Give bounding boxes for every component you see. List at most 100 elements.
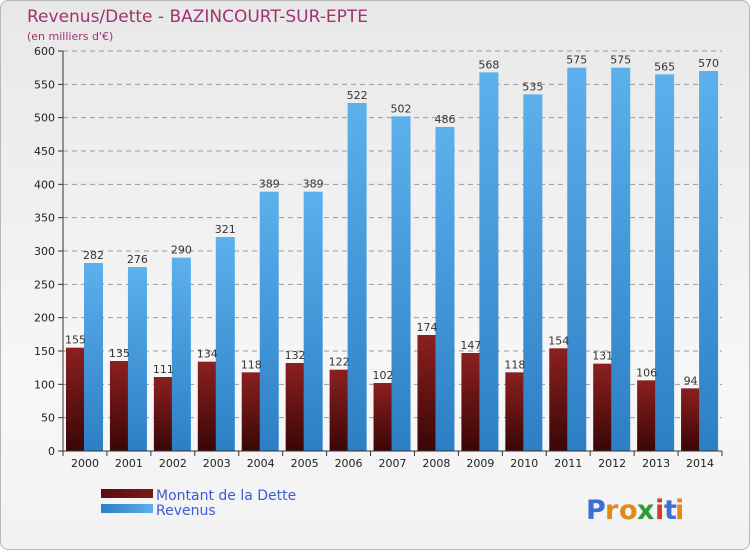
legend-label-debt: Montant de la Dette	[156, 488, 296, 504]
data-labels: 155 282 135 276 111 290 134 321 118 389 132 389 122 5…	[65, 54, 719, 388]
bar-dette-2004	[241, 372, 261, 451]
data-label-revenus: 570	[698, 57, 719, 70]
y-tick-label: 350	[34, 212, 55, 225]
chart-subtitle: (en milliers d'€)	[27, 30, 113, 43]
y-tick-label: 150	[34, 345, 55, 358]
data-label-dette: 102	[373, 369, 394, 382]
logo-letter: o	[619, 495, 638, 526]
data-label-revenus: 389	[259, 178, 280, 191]
y-axis-ticks: 0 50 100 150 200 250 300 350 400 450 500 550 600	[34, 45, 63, 458]
bar-revenus-2005	[303, 191, 323, 451]
bar-dette-2008	[417, 335, 437, 451]
data-label-dette: 118	[241, 358, 262, 371]
x-tick-label: 2000	[71, 457, 99, 470]
logo-letter: i	[655, 495, 664, 526]
data-label-dette: 111	[153, 363, 174, 376]
bar-revenus-2014	[699, 71, 719, 451]
x-tick-label: 2010	[510, 457, 538, 470]
bar-dette-2009	[461, 353, 481, 451]
data-label-dette: 132	[285, 349, 306, 362]
data-label-revenus: 276	[127, 253, 148, 266]
bar-revenus-2009	[479, 72, 499, 451]
x-tick-label: 2002	[159, 457, 187, 470]
bar-dette-2001	[109, 361, 129, 451]
x-tick-label: 2009	[466, 457, 494, 470]
y-tick-label: 550	[34, 78, 55, 91]
x-tick-label: 2001	[115, 457, 143, 470]
bar-revenus-2000	[84, 263, 103, 451]
bar-revenus-2012	[611, 67, 631, 452]
y-tick-label: 300	[34, 245, 55, 258]
x-tick-label: 2013	[642, 457, 670, 470]
x-axis-ticks: 2000 2001 2002 2003 2004 2005 2006 2007 2008 2009…	[62, 451, 723, 470]
bar-dette-2014	[681, 388, 701, 451]
y-tick-label: 50	[41, 412, 55, 425]
bars	[66, 67, 719, 452]
bar-revenus-2003	[215, 237, 235, 451]
y-tick-label: 250	[34, 278, 55, 291]
legend-label-revenus: Revenus	[156, 503, 216, 519]
y-tick-label: 600	[34, 45, 55, 58]
bar-dette-2010	[505, 372, 525, 451]
data-label-revenus: 502	[391, 102, 412, 115]
bar-dette-2011	[549, 348, 569, 451]
bar-dette-2002	[153, 377, 173, 451]
data-label-dette: 122	[329, 356, 350, 369]
bar-revenus-2006	[347, 103, 367, 451]
data-label-dette: 155	[65, 334, 86, 347]
x-tick-label: 2003	[203, 457, 231, 470]
bar-revenus-2001	[127, 267, 147, 451]
logo-letter: t	[664, 495, 677, 526]
logo-letter: i	[675, 495, 684, 526]
y-tick-label: 100	[34, 378, 55, 391]
x-tick-label: 2007	[379, 457, 407, 470]
data-label-dette: 174	[416, 321, 437, 334]
data-label-revenus: 575	[566, 54, 587, 67]
data-label-dette: 134	[197, 348, 218, 361]
chart-title: Revenus/Dette - BAZINCOURT-SUR-EPTE	[27, 7, 368, 27]
bar-revenus-2002	[171, 257, 191, 451]
logo-letter: P	[586, 495, 606, 526]
data-label-revenus: 575	[610, 54, 631, 67]
x-tick-label: 2012	[598, 457, 626, 470]
legend: Montant de la Dette Revenus	[101, 488, 296, 519]
bar-revenus-2007	[391, 116, 411, 451]
bar-revenus-2010	[523, 94, 543, 451]
data-label-revenus: 486	[434, 113, 455, 126]
x-tick-label: 2004	[247, 457, 275, 470]
data-label-revenus: 290	[171, 244, 192, 257]
data-label-revenus: 568	[478, 58, 499, 71]
y-tick-label: 0	[48, 445, 55, 458]
data-label-dette: 131	[592, 350, 613, 363]
x-tick-label: 2014	[686, 457, 714, 470]
data-label-dette: 94	[684, 374, 698, 387]
logo-letter: r	[605, 495, 619, 526]
bar-dette-2005	[285, 363, 305, 451]
bar-dette-2000	[66, 347, 85, 451]
x-tick-label: 2006	[335, 457, 363, 470]
data-label-revenus: 522	[347, 89, 368, 102]
bar-revenus-2013	[655, 74, 675, 451]
data-label-dette: 147	[460, 339, 481, 352]
bar-revenus-2008	[435, 127, 455, 451]
legend-swatch-debt	[101, 489, 153, 498]
data-label-revenus: 535	[522, 80, 543, 93]
data-label-dette: 106	[636, 366, 657, 379]
data-label-dette: 135	[109, 347, 130, 360]
x-tick-label: 2005	[291, 457, 319, 470]
y-tick-label: 450	[34, 145, 55, 158]
y-tick-label: 400	[34, 178, 55, 191]
data-label-revenus: 565	[654, 60, 675, 73]
bar-dette-2003	[197, 361, 217, 451]
data-label-revenus: 389	[303, 178, 324, 191]
x-tick-label: 2011	[554, 457, 582, 470]
logo-letter: x	[637, 495, 654, 526]
legend-swatch-revenus	[101, 504, 153, 513]
bar-dette-2013	[637, 380, 657, 451]
data-label-revenus: 321	[215, 223, 236, 236]
data-label-revenus: 282	[83, 249, 104, 262]
bar-revenus-2004	[259, 191, 279, 451]
